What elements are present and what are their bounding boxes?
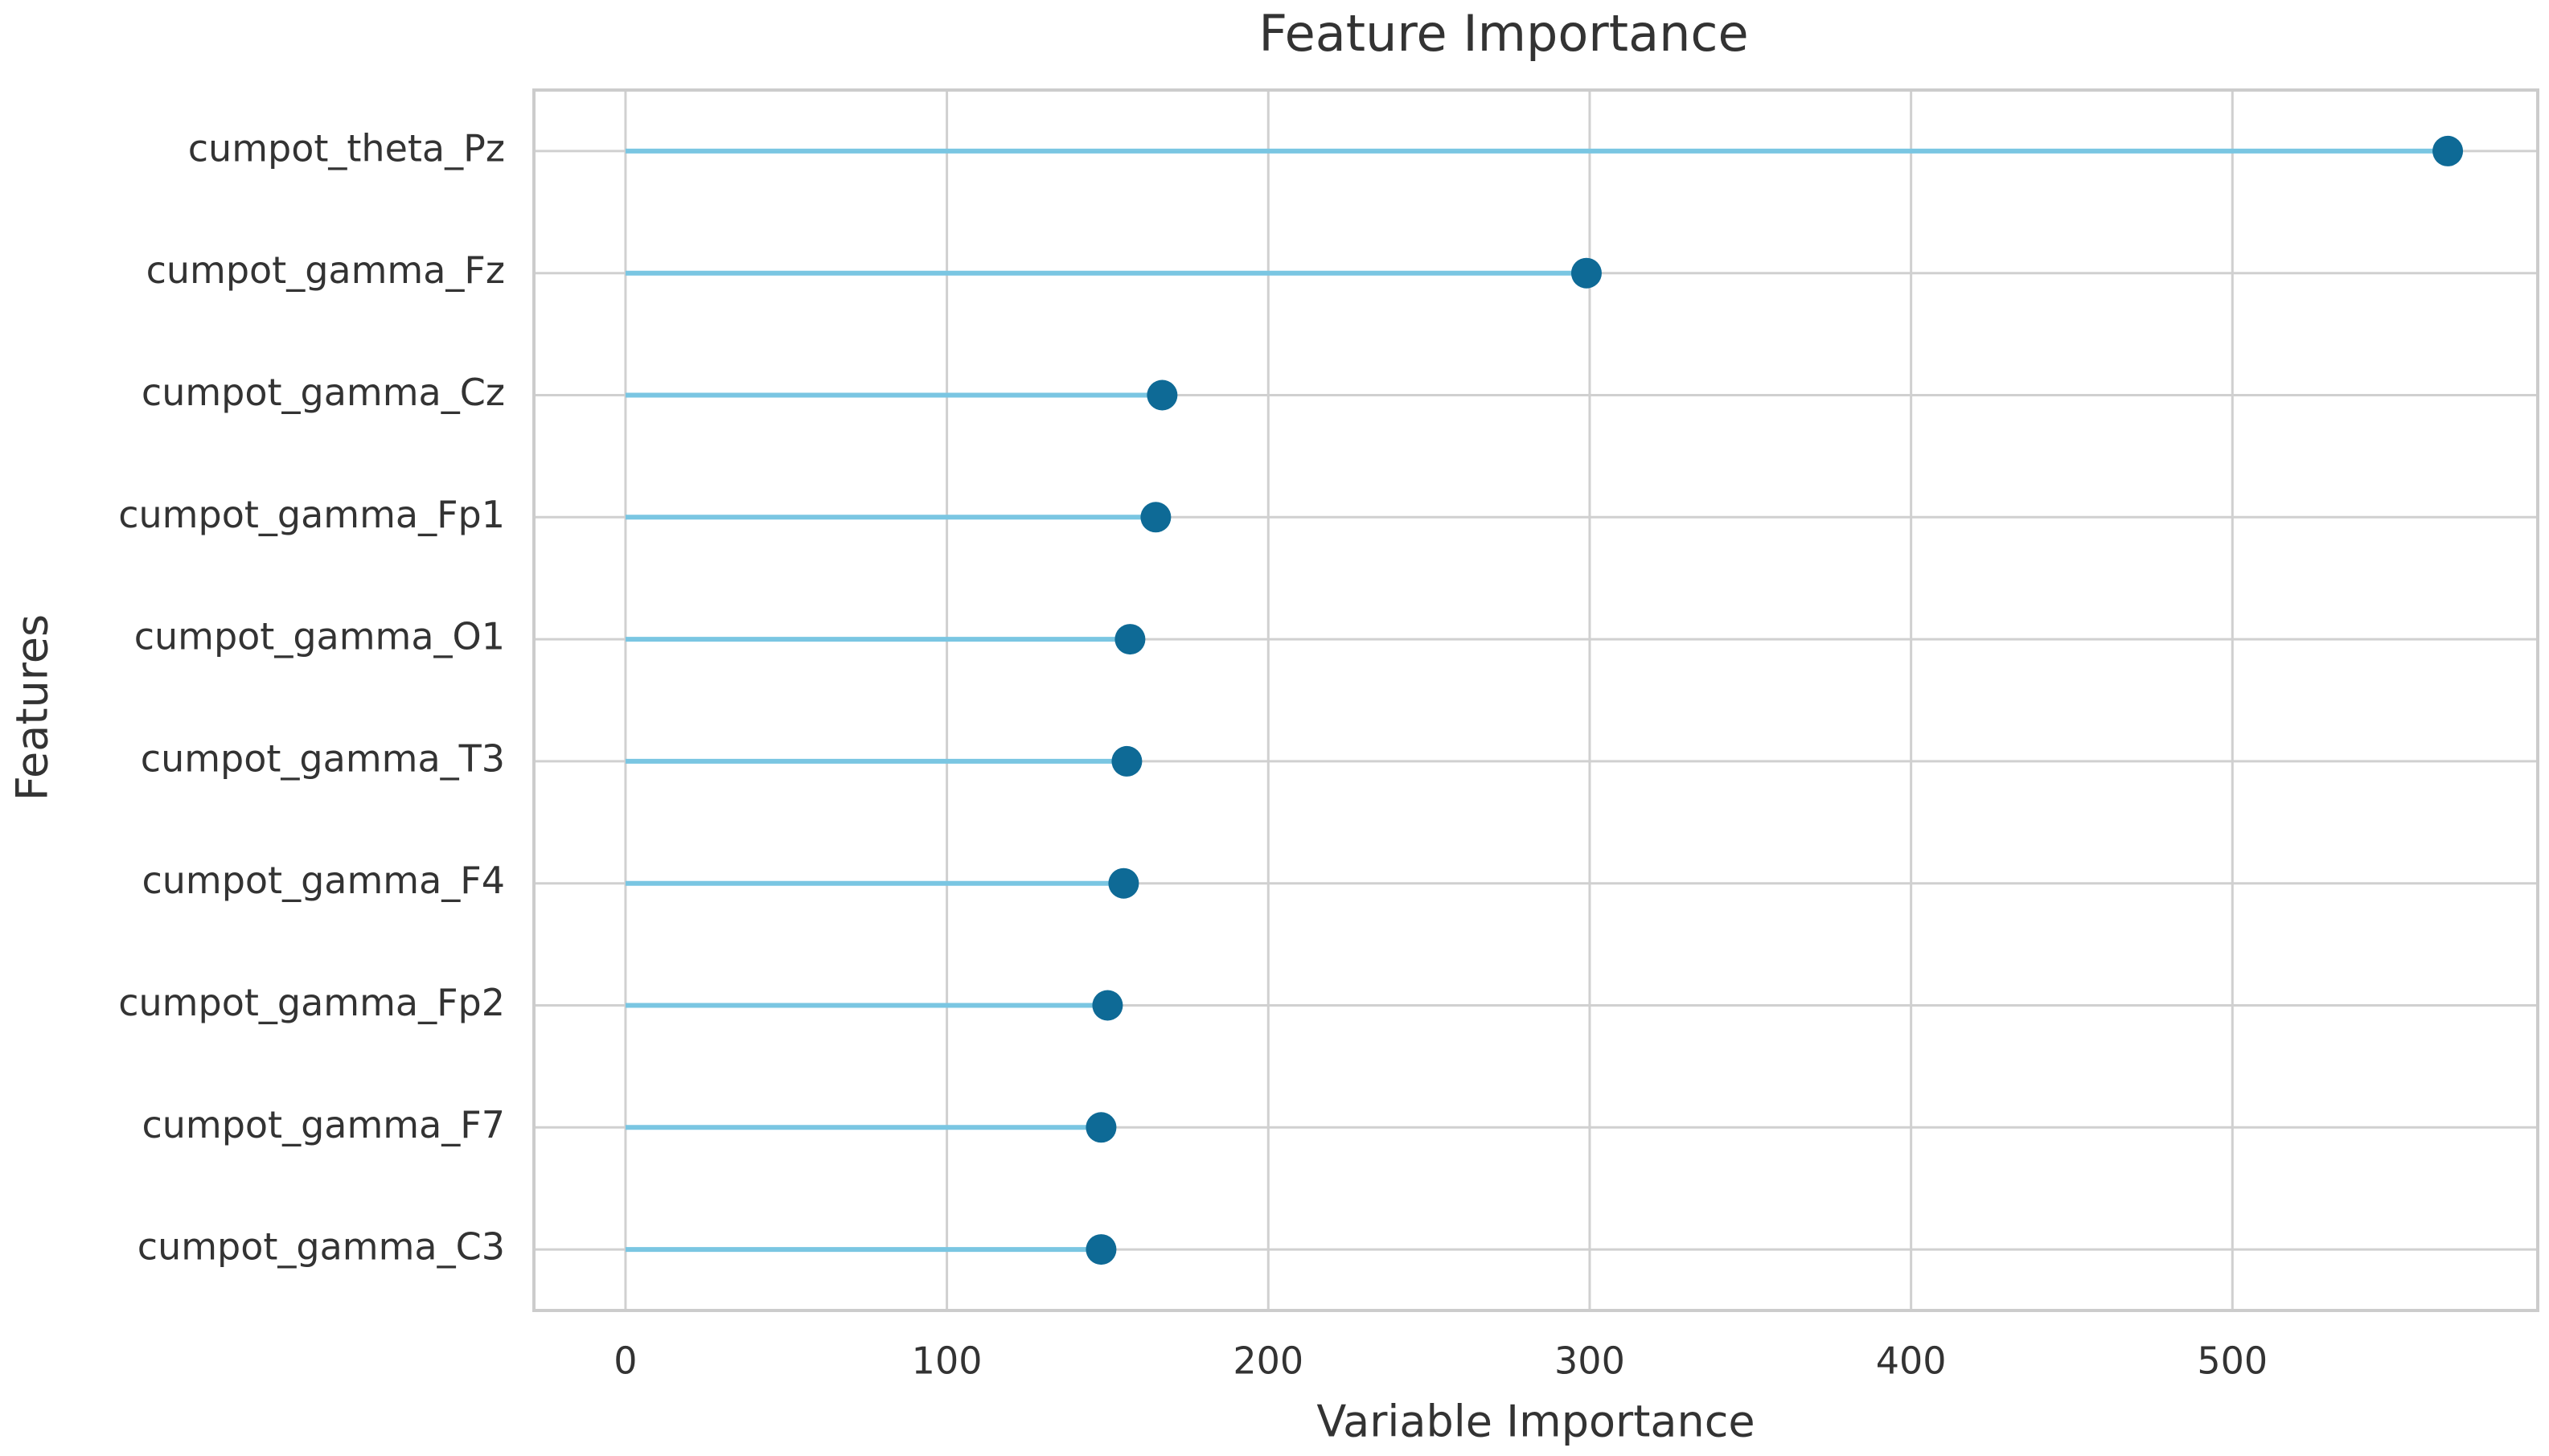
y-tick-label: cumpot_gamma_F4 bbox=[142, 859, 505, 902]
y-tick-label: cumpot_gamma_Cz bbox=[142, 371, 505, 414]
y-axis-label: Features bbox=[7, 614, 58, 801]
dot bbox=[1086, 1112, 1117, 1143]
y-tick-label: cumpot_gamma_O1 bbox=[134, 615, 505, 658]
x-tick-label: 0 bbox=[614, 1339, 637, 1383]
x-tick-label: 500 bbox=[2197, 1339, 2268, 1383]
dot bbox=[1140, 502, 1172, 533]
dot bbox=[1111, 745, 1143, 777]
y-tick-label: cumpot_gamma_T3 bbox=[141, 736, 505, 780]
x-tick-label: 300 bbox=[1554, 1339, 1625, 1383]
plot-frame bbox=[532, 88, 2539, 1312]
y-tick-label: cumpot_gamma_Fz bbox=[146, 248, 505, 292]
dot bbox=[2432, 135, 2464, 166]
dot bbox=[1114, 624, 1146, 655]
y-tick-label: cumpot_theta_Pz bbox=[188, 126, 505, 170]
dot bbox=[1086, 1234, 1117, 1265]
y-tick-label: cumpot_gamma_F7 bbox=[142, 1103, 505, 1146]
x-tick-label: 200 bbox=[1233, 1339, 1303, 1383]
dot bbox=[1092, 990, 1123, 1021]
x-axis-label: Variable Importance bbox=[1316, 1397, 1755, 1447]
y-tick-label: cumpot_gamma_Fp1 bbox=[118, 493, 505, 536]
dot bbox=[1570, 257, 1602, 289]
y-tick-label: cumpot_gamma_Fp2 bbox=[118, 981, 505, 1024]
dot bbox=[1147, 379, 1178, 411]
chart-title: Feature Importance bbox=[1258, 4, 1748, 63]
dot bbox=[1108, 867, 1139, 899]
x-tick-label: 100 bbox=[912, 1339, 983, 1383]
x-tick-label: 400 bbox=[1876, 1339, 1947, 1383]
y-tick-label: cumpot_gamma_C3 bbox=[138, 1225, 505, 1269]
